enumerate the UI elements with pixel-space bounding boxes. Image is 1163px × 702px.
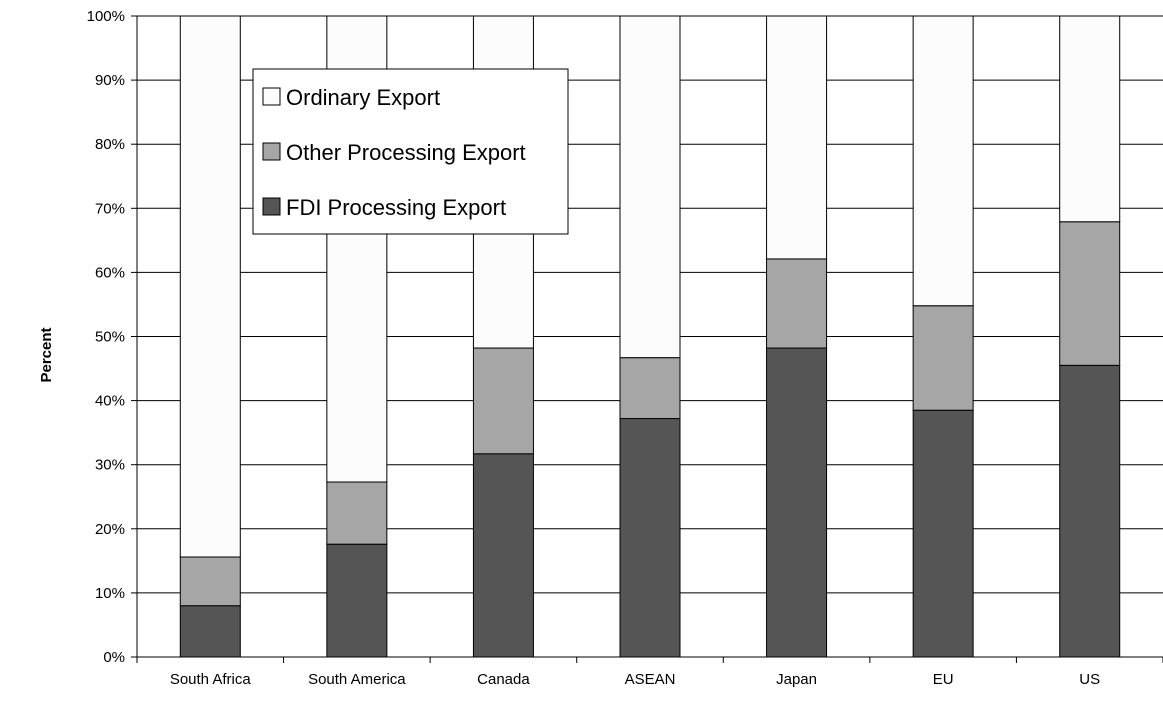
x-tick-label: South Africa: [170, 671, 252, 688]
y-tick-label: 70%: [95, 200, 125, 217]
bar-segment: [179, 15, 241, 558]
bar-segment: [326, 543, 388, 658]
x-tick-label: South America: [308, 671, 406, 688]
bar-segment: [912, 305, 974, 411]
legend-box: [252, 68, 569, 235]
legend-swatch: [262, 142, 281, 161]
tick-labels: 0% 10% 20% 30% 40% 50% 60% 70% 80% 90% 100% South A…: [87, 8, 1101, 688]
bar-segment: [766, 15, 828, 260]
y-tick-label: 10%: [95, 585, 125, 602]
legend-swatch: [262, 197, 281, 216]
legend-label: Ordinary Export: [286, 85, 440, 110]
x-tick-label: US: [1079, 671, 1100, 688]
bar-segment: [1059, 15, 1121, 223]
bar-segment: [619, 418, 681, 658]
y-tick-label: 50%: [95, 329, 125, 346]
bar-segment: [912, 15, 974, 307]
x-tick-label: Canada: [477, 671, 530, 688]
legend-swatch: [262, 87, 281, 106]
x-tick-label: ASEAN: [625, 671, 676, 688]
y-tick-label: 100%: [87, 8, 125, 25]
bar-segment: [766, 258, 828, 349]
legend: Ordinary Export Other Processing Export FD…: [252, 68, 569, 235]
y-tick-label: 0%: [103, 649, 125, 666]
y-axis-title: Percent: [38, 327, 55, 382]
bar-segment: [1059, 221, 1121, 366]
bar-segment: [472, 453, 534, 658]
bar-segment: [619, 357, 681, 420]
y-tick-label: 20%: [95, 521, 125, 538]
y-tick-label: 90%: [95, 72, 125, 89]
x-tick-label: EU: [933, 671, 954, 688]
bar-segment: [472, 347, 534, 455]
bar-segment: [619, 15, 681, 359]
bar-segment: [912, 409, 974, 658]
bar-segment: [179, 605, 241, 658]
bar-segment: [179, 556, 241, 607]
y-tick-label: 40%: [95, 393, 125, 410]
x-tick-label: Japan: [776, 671, 817, 688]
bar-segment: [1059, 364, 1121, 658]
legend-label: Other Processing Export: [286, 140, 526, 165]
legend-label: FDI Processing Export: [286, 195, 506, 220]
y-tick-label: 30%: [95, 457, 125, 474]
y-tick-label: 60%: [95, 264, 125, 281]
bar-segment: [766, 347, 828, 658]
bar-segment: [326, 481, 388, 545]
y-tick-label: 80%: [95, 136, 125, 153]
axes: [131, 15, 1163, 663]
